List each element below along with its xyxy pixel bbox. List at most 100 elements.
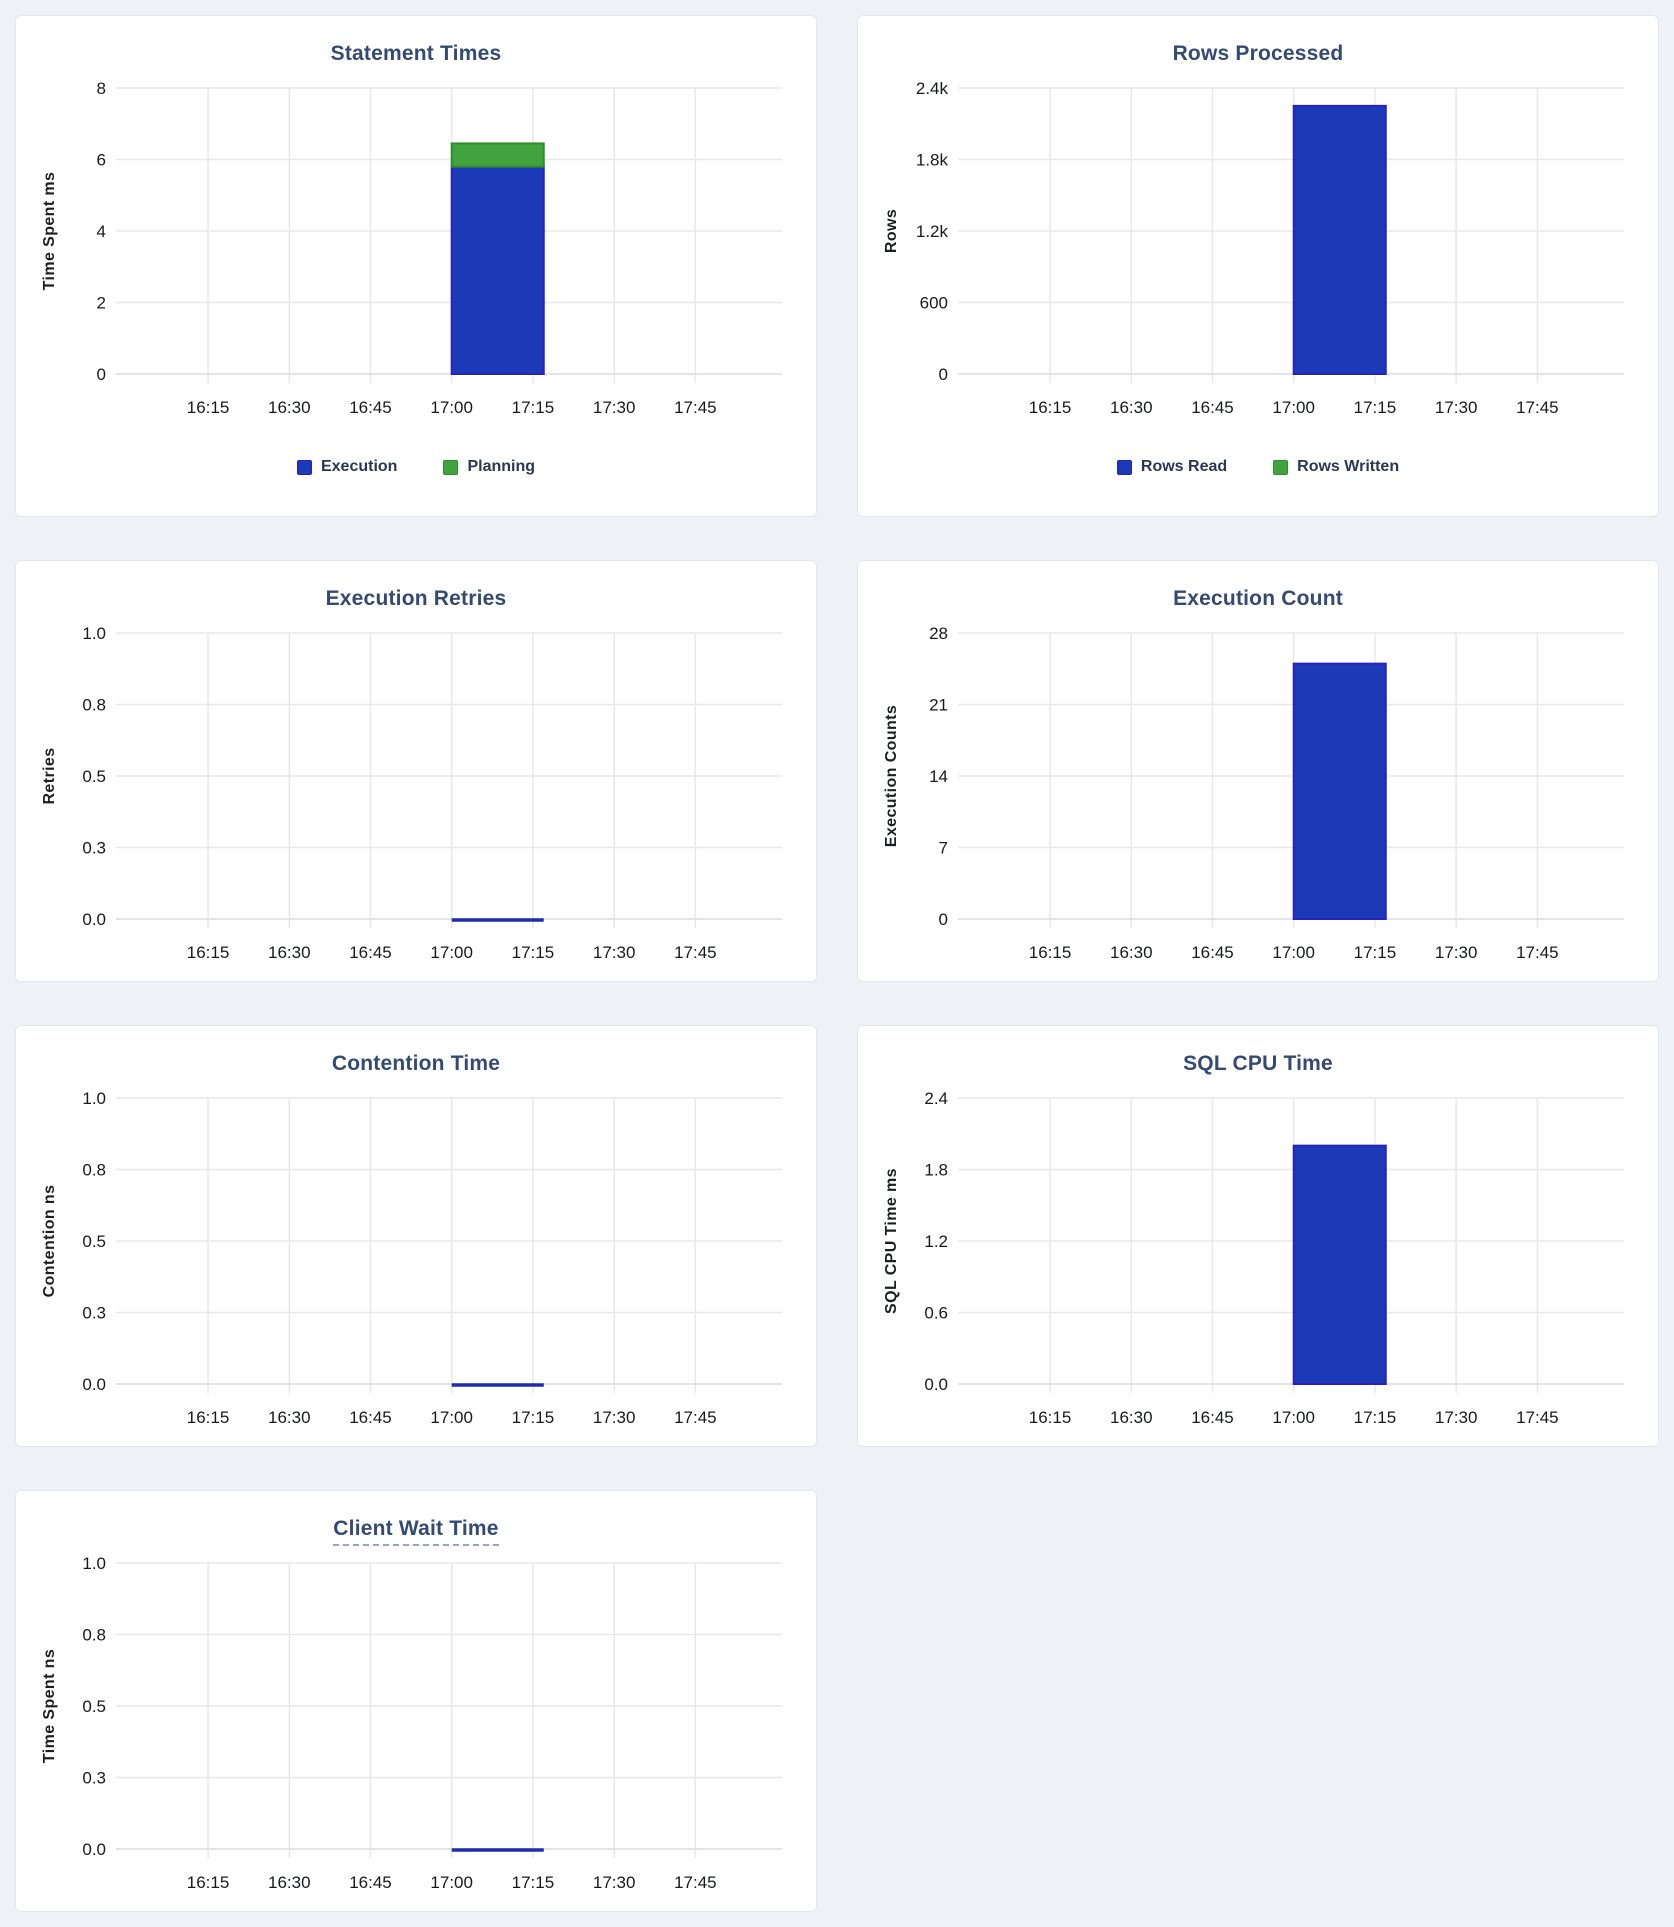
- rows-processed-chart-area[interactable]: 16:15 16:30 16:45 17:00 17:15 17:30 17:45 0 600 1…: [872, 72, 1644, 428]
- svg-text:0.5: 0.5: [82, 767, 106, 786]
- rows-processed-legend: Rows Read Rows Written: [858, 458, 1658, 476]
- chart-title-sql-cpu-time: SQL CPU Time: [858, 1052, 1658, 1076]
- chart-card-execution-count: Execution Count 16:15 16:30 16:45 17:00 17:1…: [857, 560, 1659, 982]
- svg-text:17:45: 17:45: [1516, 398, 1559, 417]
- chart-title-execution-count: Execution Count: [858, 587, 1658, 611]
- execution-retries-svg[interactable]: 16:15 16:30 16:45 17:00 17:15 17:30 17:45 0.0 0.…: [30, 617, 802, 973]
- svg-text:17:45: 17:45: [674, 943, 717, 962]
- legend-label: Rows Read: [1140, 458, 1228, 475]
- statement-times-svg[interactable]: 16:15 16:30 16:45 17:00 17:15 17:30 17:45 0 2 4 6 8…: [30, 72, 802, 428]
- chart-card-client-wait-time: Client Wait Time 16:15 16:30 16:45 17:00 17:…: [15, 1490, 817, 1912]
- svg-text:28: 28: [929, 624, 948, 643]
- svg-text:16:15: 16:15: [1029, 943, 1072, 962]
- rows-processed-svg[interactable]: 16:15 16:30 16:45 17:00 17:15 17:30 17:45 0 600 1…: [872, 72, 1644, 428]
- svg-text:0.0: 0.0: [924, 1375, 948, 1394]
- execution-count-chart-area[interactable]: 16:15 16:30 16:45 17:00 17:15 17:30 17:45 0 7 14 2…: [872, 617, 1644, 973]
- chart-title-text: Contention Time: [331, 1052, 501, 1075]
- planning-legend-swatch: [443, 459, 459, 475]
- svg-text:16:45: 16:45: [1191, 1408, 1234, 1427]
- rows-read-legend-swatch: [1116, 459, 1132, 475]
- chart-title-text: Statement Times: [330, 42, 502, 65]
- svg-text:1.0: 1.0: [82, 624, 106, 643]
- svg-text:17:15: 17:15: [1354, 398, 1397, 417]
- svg-text:6: 6: [97, 151, 106, 170]
- svg-text:17:15: 17:15: [1354, 943, 1397, 962]
- svg-text:17:45: 17:45: [674, 398, 717, 417]
- svg-text:16:30: 16:30: [1110, 1408, 1153, 1427]
- chart-title-text: SQL CPU Time: [1183, 1052, 1333, 1075]
- sql-cpu-time-svg[interactable]: 16:15 16:30 16:45 17:00 17:15 17:30 17:45 0.0 0.…: [872, 1082, 1644, 1438]
- svg-text:17:15: 17:15: [512, 398, 555, 417]
- svg-text:1.2k: 1.2k: [916, 222, 949, 241]
- execution-retries-chart-area[interactable]: 16:15 16:30 16:45 17:00 17:15 17:30 17:45 0.0 0.…: [30, 617, 802, 973]
- chart-title-client-wait-time: Client Wait Time: [16, 1517, 816, 1546]
- svg-text:17:30: 17:30: [1435, 943, 1478, 962]
- svg-text:1.8: 1.8: [924, 1161, 948, 1180]
- svg-text:17:15: 17:15: [512, 1873, 555, 1892]
- chart-card-sql-cpu-time: SQL CPU Time 16:15 16:30 16:45 17:00 17:15 17…: [857, 1025, 1659, 1447]
- svg-text:0.6: 0.6: [924, 1304, 948, 1323]
- svg-text:17:30: 17:30: [593, 398, 636, 417]
- svg-text:600: 600: [920, 294, 948, 313]
- svg-text:16:15: 16:15: [1029, 398, 1072, 417]
- svg-text:17:30: 17:30: [593, 1873, 636, 1892]
- svg-text:16:15: 16:15: [187, 943, 230, 962]
- chart-title-text-with-tooltip: Client Wait Time: [333, 1517, 499, 1546]
- svg-text:0.3: 0.3: [82, 1304, 106, 1323]
- svg-text:1.8k: 1.8k: [916, 151, 949, 170]
- svg-text:0.8: 0.8: [82, 1626, 106, 1645]
- svg-text:0.3: 0.3: [82, 839, 106, 858]
- chart-card-contention-time: Contention Time 16:15 16:30 16:45 17:00 17:1…: [15, 1025, 817, 1447]
- svg-text:Execution Counts: Execution Counts: [883, 705, 900, 847]
- svg-text:7: 7: [939, 839, 948, 858]
- statement-times-chart-area[interactable]: 16:15 16:30 16:45 17:00 17:15 17:30 17:45 0 2 4 6 8…: [30, 72, 802, 428]
- chart-title-statement-times: Statement Times: [16, 42, 816, 66]
- svg-text:1.0: 1.0: [82, 1089, 106, 1108]
- contention-time-svg[interactable]: 16:15 16:30 16:45 17:00 17:15 17:30 17:45 0.0 0.…: [30, 1082, 802, 1438]
- svg-text:2: 2: [97, 294, 106, 313]
- svg-text:17:45: 17:45: [674, 1408, 717, 1427]
- svg-text:17:30: 17:30: [1435, 1408, 1478, 1427]
- legend-label: Rows Written: [1297, 458, 1400, 475]
- execution-count-svg[interactable]: 16:15 16:30 16:45 17:00 17:15 17:30 17:45 0 7 14 2…: [872, 617, 1644, 973]
- statement-times-legend: Execution Planning: [16, 458, 816, 476]
- chart-title-text: Rows Processed: [1172, 42, 1344, 65]
- svg-text:16:45: 16:45: [1191, 398, 1234, 417]
- svg-text:0.8: 0.8: [82, 696, 106, 715]
- svg-text:4: 4: [97, 222, 106, 241]
- legend-item-rows-read: Rows Read: [1116, 458, 1228, 476]
- legend-label: Planning: [467, 458, 536, 475]
- chart-card-rows-processed: Rows Processed 16:15 16:30 16:45 17:00 17:15…: [857, 15, 1659, 517]
- svg-text:0.0: 0.0: [82, 1840, 106, 1859]
- svg-text:17:15: 17:15: [1354, 1408, 1397, 1427]
- svg-text:17:45: 17:45: [1516, 1408, 1559, 1427]
- svg-text:16:30: 16:30: [268, 943, 311, 962]
- svg-text:16:30: 16:30: [268, 1408, 311, 1427]
- svg-text:16:45: 16:45: [349, 943, 392, 962]
- legend-item-planning: Planning: [443, 458, 535, 476]
- svg-text:17:00: 17:00: [430, 1873, 473, 1892]
- svg-text:16:45: 16:45: [349, 1408, 392, 1427]
- sql-cpu-time-chart-area[interactable]: 16:15 16:30 16:45 17:00 17:15 17:30 17:45 0.0 0.…: [872, 1082, 1644, 1438]
- rows-written-legend-swatch: [1273, 459, 1289, 475]
- chart-title-text: Execution Count: [1173, 587, 1343, 610]
- chart-title-contention-time: Contention Time: [16, 1052, 816, 1076]
- chart-title-rows-processed: Rows Processed: [858, 42, 1658, 66]
- svg-text:1.0: 1.0: [82, 1554, 106, 1573]
- svg-text:Contention ns: Contention ns: [41, 1185, 58, 1298]
- svg-text:17:00: 17:00: [1272, 943, 1315, 962]
- client-wait-time-svg[interactable]: 16:15 16:30 16:45 17:00 17:15 17:30 17:45 0.0 0.…: [30, 1547, 802, 1903]
- svg-text:17:15: 17:15: [512, 1408, 555, 1427]
- svg-text:17:00: 17:00: [1272, 398, 1315, 417]
- chart-card-statement-times: Statement Times 16:15 16:30 16:45 17:00 17:1…: [15, 15, 817, 517]
- client-wait-time-chart-area[interactable]: 16:15 16:30 16:45 17:00 17:15 17:30 17:45 0.0 0.…: [30, 1547, 802, 1903]
- svg-text:1.2: 1.2: [924, 1232, 948, 1251]
- svg-text:14: 14: [929, 767, 948, 786]
- svg-text:8: 8: [97, 79, 106, 98]
- svg-text:17:30: 17:30: [593, 1408, 636, 1427]
- svg-text:16:15: 16:15: [187, 1408, 230, 1427]
- svg-text:0.0: 0.0: [82, 910, 106, 929]
- contention-time-chart-area[interactable]: 16:15 16:30 16:45 17:00 17:15 17:30 17:45 0.0 0.…: [30, 1082, 802, 1438]
- svg-text:17:15: 17:15: [512, 943, 555, 962]
